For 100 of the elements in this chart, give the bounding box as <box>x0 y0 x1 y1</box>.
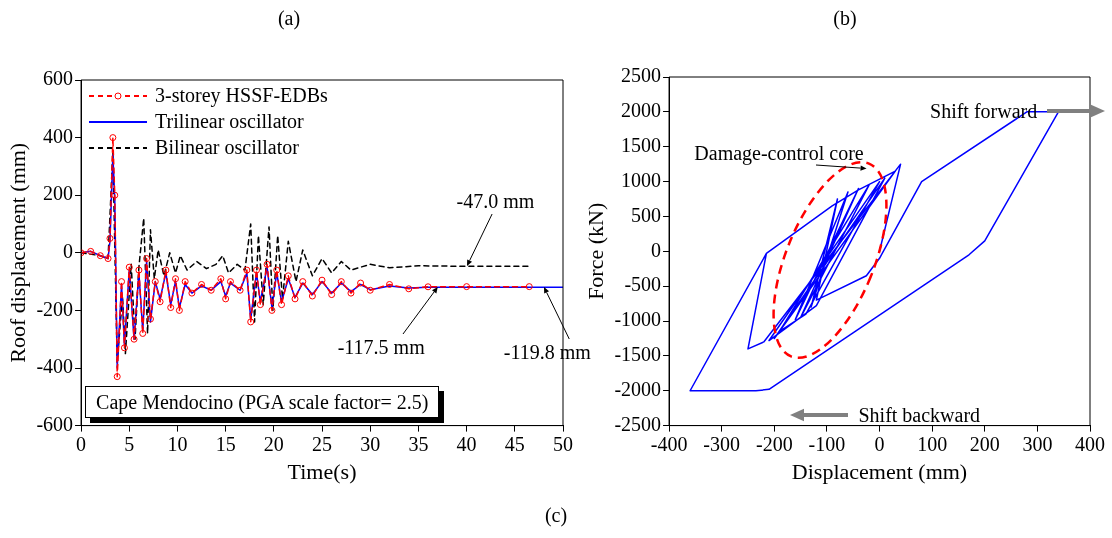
point <box>181 278 189 286</box>
annotation: Shift forward <box>930 100 1038 123</box>
y-tick-label: 600 <box>43 67 74 90</box>
point <box>118 278 126 286</box>
y-tick-label: -2000 <box>614 377 662 400</box>
point <box>207 286 215 294</box>
point <box>366 286 374 294</box>
point <box>278 301 286 309</box>
x-tick-label: 10 <box>167 432 188 455</box>
point <box>156 298 164 306</box>
x-tick-label: 25 <box>312 432 333 455</box>
point <box>146 315 154 323</box>
point <box>299 278 307 286</box>
point <box>273 266 281 274</box>
point <box>125 263 133 271</box>
point <box>130 335 138 343</box>
x-tick-label: -400 <box>650 432 688 455</box>
point <box>318 276 326 284</box>
point <box>252 266 260 274</box>
point <box>162 266 170 274</box>
point <box>463 283 471 291</box>
y-axis-title: Force (kN) <box>582 202 608 300</box>
point <box>106 234 114 242</box>
point <box>217 275 225 283</box>
point <box>198 280 206 288</box>
x-tick-label: -200 <box>755 432 793 455</box>
point <box>268 306 276 314</box>
chart-title: (a) <box>276 7 302 29</box>
y-tick-label: -500 <box>624 273 662 296</box>
annotation: -119.8 mm <box>503 341 591 364</box>
point <box>87 247 95 255</box>
point <box>247 318 255 326</box>
point <box>291 295 299 303</box>
y-tick-label: -2500 <box>614 412 662 435</box>
annotation: -47.0 mm <box>456 190 535 213</box>
y-tick-label: 200 <box>43 182 74 205</box>
x-axis-title: Displacement (mm) <box>791 458 968 484</box>
x-tick-label: 40 <box>456 432 477 455</box>
point <box>525 283 533 291</box>
point <box>113 373 121 381</box>
y-tick-label: 500 <box>631 203 662 226</box>
point <box>143 255 151 263</box>
point <box>96 252 104 260</box>
point <box>188 289 196 297</box>
annotation: -117.5 mm <box>337 335 425 358</box>
x-axis-title: Time(s) <box>287 458 357 484</box>
annotation: Shift backward <box>858 403 981 426</box>
y-tick-label: 2500 <box>621 64 662 87</box>
y-tick-label: 0 <box>651 238 662 261</box>
point <box>172 275 180 283</box>
point <box>263 260 271 268</box>
y-tick-label: -400 <box>36 355 74 378</box>
point <box>328 291 336 299</box>
x-tick-label: -300 <box>703 432 741 455</box>
x-tick-label: -100 <box>808 432 846 455</box>
point <box>151 278 159 286</box>
legend-label: Trilinear oscillator <box>155 110 304 133</box>
legend-label: 3-storey HSSF-EDBs <box>155 84 328 107</box>
point <box>175 306 183 314</box>
point <box>357 279 365 287</box>
y-tick-label: -1000 <box>614 308 662 331</box>
x-tick-label: 400 <box>1075 432 1105 455</box>
text: (c) <box>543 504 569 526</box>
point <box>386 280 393 288</box>
x-tick-label: 0 <box>874 432 885 455</box>
point <box>308 292 316 300</box>
point <box>104 255 112 263</box>
legend-label: Bilinear oscillator <box>155 136 299 159</box>
y-tick-label: -1500 <box>614 343 662 366</box>
point <box>135 266 143 274</box>
y-tick-label: 400 <box>43 124 74 147</box>
annotation: Cape Mendocino (PGA scale factor= 2.5) <box>85 385 440 418</box>
y-tick-label: 1000 <box>621 168 662 191</box>
x-tick-label: 20 <box>263 432 284 455</box>
point <box>109 134 117 142</box>
y-tick-label: -600 <box>36 412 74 435</box>
point <box>347 289 355 297</box>
x-tick-label: 300 <box>1022 432 1053 455</box>
point <box>120 344 128 352</box>
x-tick-label: 200 <box>969 432 1000 455</box>
point <box>236 286 244 294</box>
y-tick-label: 2000 <box>621 99 662 122</box>
x-tick-label: 15 <box>215 432 236 455</box>
x-tick-label: 100 <box>917 432 948 455</box>
point <box>243 266 251 274</box>
x-tick-label: 35 <box>408 432 429 455</box>
point <box>405 285 413 293</box>
x-tick-label: 30 <box>360 432 381 455</box>
x-tick-label: 5 <box>124 432 135 455</box>
y-tick-label: -200 <box>36 297 74 320</box>
point <box>424 283 432 291</box>
point <box>167 304 175 312</box>
y-tick-label: 0 <box>63 240 74 263</box>
point <box>222 295 230 303</box>
y-axis-title: Roof displacement (mm) <box>4 142 30 363</box>
chart-title: (b) <box>832 7 858 29</box>
point <box>256 301 264 309</box>
x-tick-label: 50 <box>553 432 573 455</box>
point <box>111 191 119 199</box>
point <box>337 278 345 286</box>
